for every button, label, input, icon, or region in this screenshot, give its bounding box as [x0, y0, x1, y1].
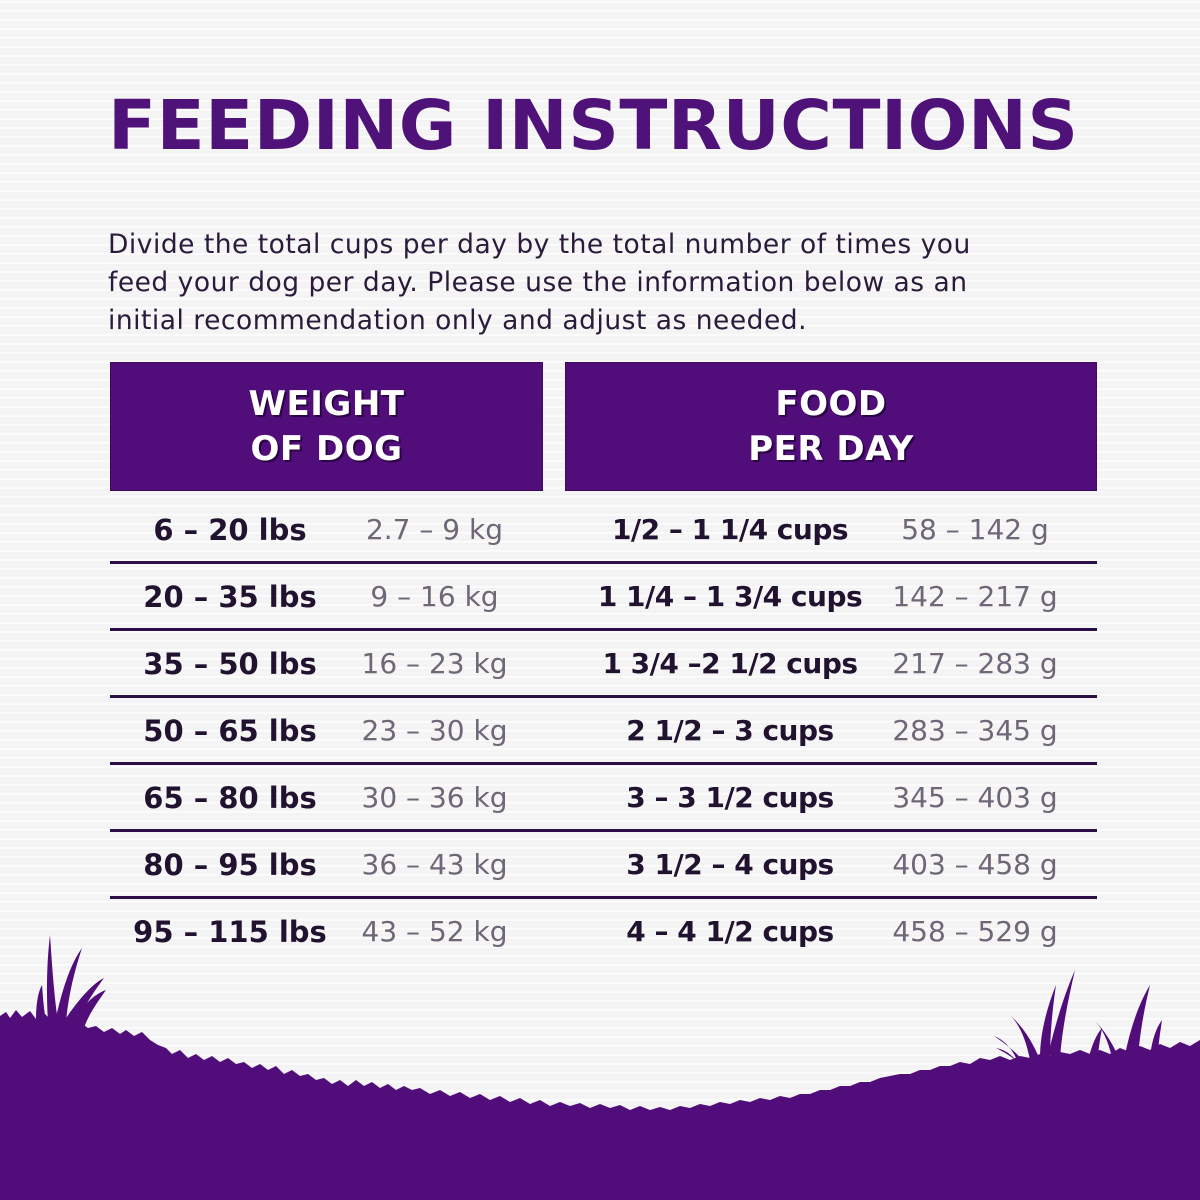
page-title: FEEDING INSTRUCTIONS [108, 86, 1079, 166]
weight-kg: 30 – 36 kg [361, 781, 508, 814]
row-divider [110, 829, 1097, 832]
weight-kg: 2.7 – 9 kg [365, 513, 504, 546]
weight-lbs: 65 – 80 lbs [143, 781, 317, 815]
table-row: 35 – 50 lbs 16 – 23 kg 1 3/4 –2 1/2 cups… [110, 631, 1097, 698]
table-row: 6 – 20 lbs 2.7 – 9 kg 1/2 – 1 1/4 cups 5… [110, 497, 1097, 564]
weight-kg: 16 – 23 kg [361, 647, 508, 680]
intro-line: initial recommendation only and adjust a… [108, 305, 808, 336]
table-row: 65 – 80 lbs 30 – 36 kg 3 – 3 1/2 cups 34… [110, 765, 1097, 832]
weight-lbs: 50 – 65 lbs [143, 714, 317, 748]
header-line: WEIGHT [248, 383, 405, 424]
food-grams: 283 – 345 g [892, 714, 1058, 747]
header-line: PER DAY [748, 428, 914, 469]
intro-line: feed your dog per day. Please use the in… [108, 267, 968, 298]
row-divider [110, 628, 1097, 631]
weight-lbs: 80 – 95 lbs [143, 848, 317, 882]
header-food-per-day: FOOD PER DAY [565, 362, 1097, 491]
food-cups: 1/2 – 1 1/4 cups [611, 513, 849, 546]
table-row: 80 – 95 lbs 36 – 43 kg 3 1/2 – 4 cups 40… [110, 832, 1097, 899]
weight-lbs: 35 – 50 lbs [143, 647, 317, 681]
food-grams: 403 – 458 g [892, 848, 1058, 881]
table-row: 50 – 65 lbs 23 – 30 kg 2 1/2 – 3 cups 28… [110, 698, 1097, 765]
food-grams: 217 – 283 g [892, 647, 1058, 680]
row-divider [110, 695, 1097, 698]
weight-lbs: 20 – 35 lbs [143, 580, 317, 614]
intro-line: Divide the total cups per day by the tot… [108, 229, 971, 260]
table-row: 95 – 115 lbs 43 – 52 kg 4 – 4 1/2 cups 4… [110, 899, 1097, 966]
food-cups: 4 – 4 1/2 cups [626, 915, 834, 948]
row-divider [110, 896, 1097, 899]
row-divider [110, 561, 1097, 564]
weight-kg: 36 – 43 kg [361, 848, 508, 881]
weight-kg: 23 – 30 kg [361, 714, 508, 747]
header-line: OF DOG [250, 428, 403, 469]
food-cups: 3 1/2 – 4 cups [626, 848, 834, 881]
food-cups: 3 – 3 1/2 cups [626, 781, 834, 814]
weight-kg: 43 – 52 kg [361, 915, 508, 948]
weight-kg: 9 – 16 kg [370, 580, 499, 613]
intro-paragraph: Divide the total cups per day by the tot… [108, 226, 1108, 340]
food-grams: 458 – 529 g [892, 915, 1058, 948]
food-cups: 1 3/4 –2 1/2 cups [602, 647, 858, 680]
weight-lbs: 6 – 20 lbs [153, 513, 307, 547]
food-grams: 58 – 142 g [901, 513, 1049, 546]
header-line: FOOD [775, 383, 887, 424]
food-grams: 142 – 217 g [892, 580, 1058, 613]
food-cups: 2 1/2 – 3 cups [626, 714, 834, 747]
food-grams: 345 – 403 g [892, 781, 1058, 814]
row-divider [110, 762, 1097, 765]
table-row: 20 – 35 lbs 9 – 16 kg 1 1/4 – 1 3/4 cups… [110, 564, 1097, 631]
weight-lbs: 95 – 115 lbs [133, 915, 327, 949]
header-weight-of-dog: WEIGHT OF DOG [110, 362, 543, 491]
food-cups: 1 1/4 – 1 3/4 cups [597, 580, 863, 613]
